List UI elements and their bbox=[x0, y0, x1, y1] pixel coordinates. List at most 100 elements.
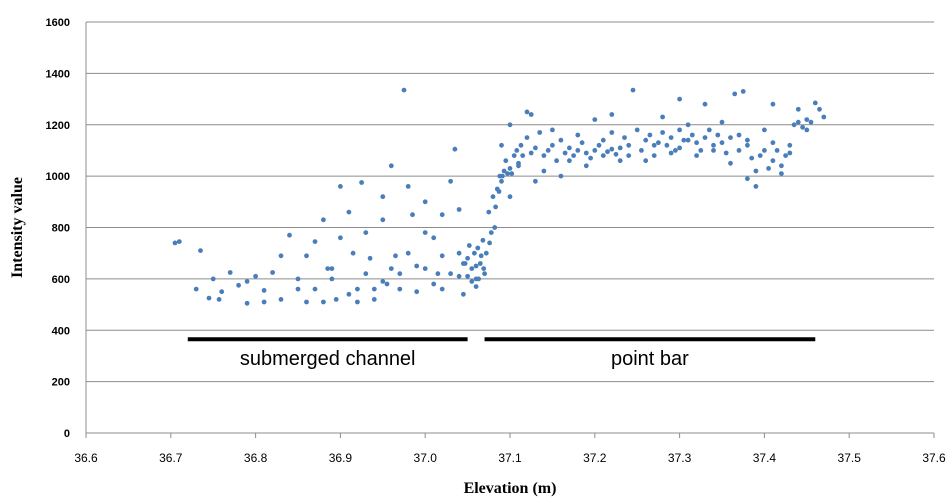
data-point bbox=[270, 270, 275, 275]
data-point bbox=[312, 239, 318, 245]
data-point bbox=[808, 119, 814, 125]
data-point bbox=[393, 253, 398, 259]
data-point bbox=[422, 230, 428, 236]
data-point bbox=[321, 299, 326, 305]
data-point bbox=[363, 230, 369, 236]
annotation-label: point bar bbox=[611, 348, 689, 370]
data-point bbox=[350, 250, 356, 256]
data-point bbox=[711, 142, 716, 148]
data-point bbox=[783, 153, 788, 159]
data-point bbox=[617, 145, 623, 151]
data-point bbox=[779, 171, 784, 177]
data-point bbox=[626, 153, 632, 159]
data-point bbox=[439, 212, 445, 218]
data-point bbox=[367, 255, 373, 261]
data-point bbox=[740, 89, 746, 94]
x-tick-label: 36.9 bbox=[329, 451, 353, 465]
data-point bbox=[533, 145, 538, 151]
data-point bbox=[405, 184, 411, 189]
data-point bbox=[685, 137, 691, 143]
data-point bbox=[757, 153, 763, 159]
data-point bbox=[545, 148, 551, 153]
data-point bbox=[431, 281, 437, 287]
data-point bbox=[630, 87, 636, 93]
data-point bbox=[499, 178, 504, 184]
x-tick-label: 36.6 bbox=[74, 451, 98, 465]
data-point bbox=[227, 270, 233, 275]
data-point bbox=[571, 153, 576, 159]
data-point bbox=[732, 91, 738, 97]
data-point bbox=[541, 168, 547, 174]
data-point bbox=[706, 127, 712, 133]
data-point bbox=[253, 273, 258, 279]
data-point bbox=[558, 137, 564, 143]
data-point bbox=[477, 261, 483, 266]
data-point bbox=[804, 127, 810, 133]
data-point bbox=[465, 273, 470, 279]
annotation-label: submerged channel bbox=[240, 348, 416, 370]
data-point bbox=[473, 263, 479, 269]
data-point bbox=[422, 199, 428, 205]
data-point bbox=[482, 271, 487, 277]
data-point bbox=[465, 255, 470, 261]
data-point bbox=[677, 127, 682, 133]
data-point bbox=[528, 112, 534, 117]
data-point bbox=[639, 148, 644, 153]
data-point bbox=[346, 291, 352, 297]
data-point bbox=[749, 155, 755, 161]
data-point bbox=[295, 286, 301, 292]
data-point bbox=[812, 100, 818, 106]
data-point bbox=[473, 284, 479, 289]
data-point bbox=[312, 286, 318, 292]
data-point bbox=[210, 276, 216, 282]
data-point bbox=[660, 130, 665, 135]
data-point bbox=[787, 142, 793, 148]
data-point bbox=[456, 273, 462, 279]
data-point bbox=[278, 253, 284, 259]
data-point bbox=[651, 153, 657, 159]
data-point bbox=[677, 96, 682, 102]
data-point bbox=[779, 163, 784, 169]
data-point bbox=[401, 87, 407, 93]
data-point bbox=[583, 163, 589, 169]
data-point bbox=[492, 225, 498, 230]
data-point bbox=[656, 140, 661, 146]
data-point bbox=[304, 299, 309, 305]
data-point bbox=[643, 137, 649, 143]
data-point bbox=[380, 217, 386, 223]
data-point bbox=[380, 279, 386, 284]
data-point bbox=[753, 168, 759, 174]
x-tick-label: 37.0 bbox=[414, 451, 438, 465]
data-point bbox=[622, 135, 627, 141]
data-point bbox=[338, 235, 343, 241]
data-point bbox=[469, 266, 475, 271]
data-point bbox=[609, 130, 615, 135]
data-point bbox=[304, 253, 309, 259]
data-point bbox=[388, 163, 394, 169]
data-point bbox=[600, 153, 606, 159]
data-point bbox=[533, 178, 538, 184]
data-point bbox=[673, 148, 678, 153]
y-axis-title: Intensity value bbox=[9, 177, 26, 278]
data-point bbox=[795, 119, 801, 125]
data-point bbox=[766, 166, 771, 171]
data-point bbox=[800, 124, 805, 130]
data-point bbox=[745, 137, 750, 143]
data-point bbox=[575, 148, 581, 153]
data-point bbox=[804, 117, 810, 122]
data-point bbox=[711, 148, 716, 153]
data-point bbox=[475, 245, 481, 251]
x-tick-label: 36.8 bbox=[244, 451, 268, 465]
data-point bbox=[524, 109, 530, 115]
data-point bbox=[668, 150, 674, 156]
y-tick-label: 400 bbox=[52, 325, 70, 337]
data-point bbox=[325, 266, 331, 271]
data-point bbox=[244, 300, 250, 306]
data-point bbox=[626, 142, 632, 148]
y-tick-label: 600 bbox=[52, 274, 70, 286]
data-point bbox=[481, 266, 487, 271]
data-point bbox=[562, 150, 568, 156]
data-point bbox=[664, 142, 670, 148]
data-point bbox=[509, 171, 515, 177]
data-point bbox=[219, 289, 225, 295]
